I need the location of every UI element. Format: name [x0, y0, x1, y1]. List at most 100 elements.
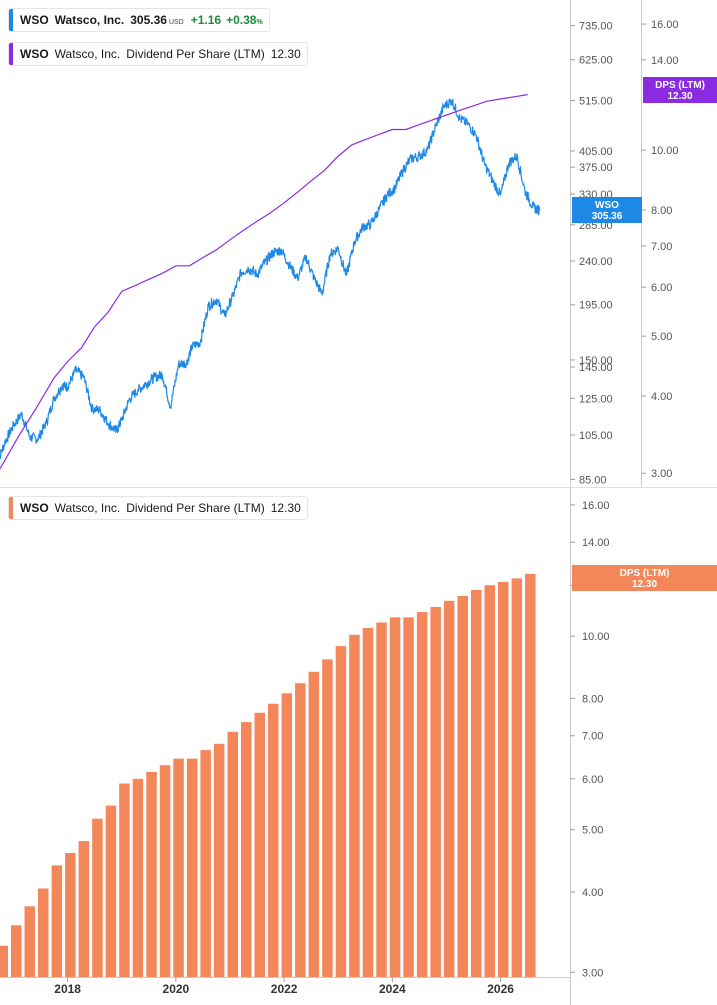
price-legend-currency: USD — [168, 18, 184, 26]
dps-bar — [308, 671, 320, 977]
price-axis-tick-label: 150.00 — [579, 355, 613, 367]
dps-bar — [132, 778, 144, 977]
dps-legend-bottom-metric: Dividend Per Share (LTM) — [126, 501, 265, 515]
price-axis-tick-label: 375.00 — [579, 162, 613, 174]
dps-badge-bottom-label: DPS (LTM) — [620, 568, 670, 579]
price-series-line — [0, 97, 541, 459]
bar-axis-tick-label: 5.00 — [582, 825, 603, 837]
price-legend[interactable]: WSO Watsco, Inc. 305.36 USD +1.16 +0.38% — [8, 8, 270, 32]
dps-bar — [443, 600, 455, 977]
dps-bar — [525, 573, 536, 977]
dps-bar — [38, 888, 49, 977]
dps-bar — [78, 841, 90, 977]
x-axis-tick-label: 2024 — [379, 982, 406, 996]
x-axis-tick-label: 2018 — [54, 982, 81, 996]
price-badge-bg — [572, 197, 642, 223]
dps-legend-bottom-ticker: WSO — [20, 501, 49, 515]
price-axis-tick-label: 105.00 — [579, 430, 613, 442]
dps-bar — [322, 659, 333, 977]
price-axis-tick-label: 240.00 — [579, 256, 613, 268]
bar-axis-tick-label: 8.00 — [582, 693, 603, 705]
dps-bar — [268, 703, 279, 977]
dps-legend-bottom-swatch — [9, 497, 13, 519]
dps-bar — [254, 712, 265, 977]
dps-bar — [213, 743, 225, 977]
dps-bar — [24, 906, 35, 977]
dps-bar — [416, 612, 428, 977]
x-axis-tick-label: 2020 — [163, 982, 190, 996]
dps-bar — [511, 578, 523, 977]
dps-legend-top-metric: Dividend Per Share (LTM) — [126, 47, 265, 61]
dps-bar — [159, 765, 171, 977]
dps-axis-tick-label: 14.00 — [651, 55, 679, 67]
dps-badge-bottom: DPS (LTM)12.30 — [572, 565, 717, 591]
dps-bar — [227, 731, 238, 977]
bar-axis-tick-label: 4.00 — [582, 887, 603, 899]
price-legend-company: Watsco, Inc. — [54, 13, 125, 27]
bar-axis-tick-label: 6.00 — [582, 774, 603, 786]
price-axis-tick-label: 195.00 — [579, 300, 613, 312]
price-axis-tick-label: 145.00 — [579, 362, 613, 374]
price-legend-change-pct-unit: % — [256, 19, 263, 26]
dps-badge-top-label: DPS (LTM) — [655, 80, 705, 91]
dps-legend-bottom-value: 12.30 — [270, 501, 301, 515]
price-badge-label: WSO — [595, 200, 619, 211]
price-legend-swatch — [9, 9, 13, 31]
dps-bar — [403, 617, 414, 977]
dps-bar — [281, 693, 293, 977]
dps-bar — [376, 622, 387, 977]
dps-axis-tick-label: 4.00 — [651, 391, 672, 403]
dps-badge-bottom-bg — [572, 565, 717, 591]
dps-bar — [430, 607, 441, 977]
dps-legend-bottom[interactable]: WSO Watsco, Inc. Dividend Per Share (LTM… — [8, 496, 308, 520]
dps-legend-bottom-company: Watsco, Inc. — [54, 501, 121, 515]
price-axis-tick-label: 515.00 — [579, 95, 613, 107]
price-axis-tick-label: 405.00 — [579, 146, 613, 158]
price-legend-change: +1.16 — [190, 13, 222, 27]
dps-bar — [0, 945, 8, 977]
dps-bar — [11, 925, 22, 977]
bar-axis-tick-label: 16.00 — [582, 500, 610, 512]
dps-bar — [65, 853, 76, 977]
dps-bar — [186, 758, 198, 977]
dps-axis-tick-label: 5.00 — [651, 331, 672, 343]
dps-legend-top-value: 12.30 — [270, 47, 301, 61]
dps-bar — [241, 722, 252, 977]
dps-bar — [349, 634, 360, 977]
bar-axis-tick-label: 14.00 — [582, 537, 610, 549]
dps-bar — [173, 758, 184, 977]
price-legend-ticker: WSO — [20, 13, 49, 27]
dps-bar — [498, 581, 509, 977]
dps-bar — [200, 750, 211, 977]
price-axis-tick-label: 625.00 — [579, 55, 613, 67]
dps-axis-tick-label: 16.00 — [651, 19, 679, 31]
dps-bar — [457, 595, 468, 977]
dps-legend-top[interactable]: WSO Watsco, Inc. Dividend Per Share (LTM… — [8, 42, 308, 66]
dps-bar — [146, 771, 157, 977]
dps-axis-tick-label: 8.00 — [651, 205, 672, 217]
dps-axis-tick-label: 3.00 — [651, 468, 672, 480]
dps-bar — [295, 683, 306, 977]
dps-badge-top-value: 12.30 — [667, 91, 692, 102]
x-axis-tick-label: 2026 — [487, 982, 514, 996]
dps-axis-tick-label: 7.00 — [651, 241, 672, 253]
dps-bar — [51, 865, 63, 977]
price-legend-change-pct: +0.38% — [226, 13, 263, 27]
price-axis-tick-label: 125.00 — [579, 393, 613, 405]
chart-marks — [0, 94, 541, 977]
dps-legend-top-company: Watsco, Inc. — [54, 47, 121, 61]
dps-bar — [471, 589, 482, 977]
price-legend-change-pct-value: +0.38 — [226, 13, 257, 27]
price-legend-price: 305.36 — [130, 13, 167, 27]
dps-series-line — [0, 94, 528, 470]
dps-bar — [92, 818, 103, 977]
dps-badge-bottom-value: 12.30 — [632, 579, 657, 590]
dps-axis-tick-label: 10.00 — [651, 145, 679, 157]
dps-badge-top-bg — [643, 77, 717, 103]
dps-bar — [335, 646, 347, 977]
price-axis-tick-label: 85.00 — [579, 474, 607, 486]
dps-bar — [119, 783, 130, 977]
